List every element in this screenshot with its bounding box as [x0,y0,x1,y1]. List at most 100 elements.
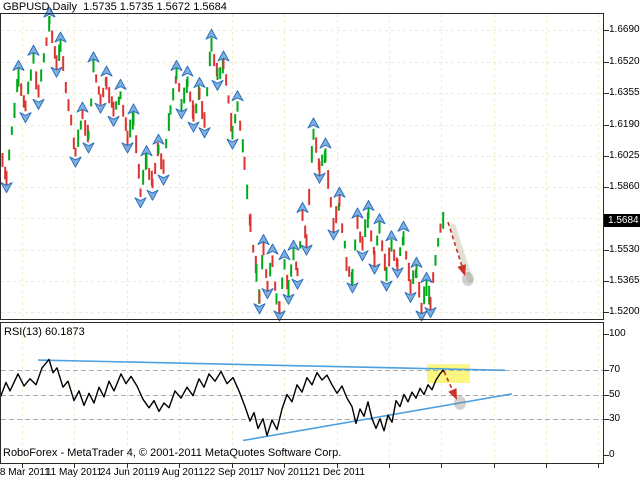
fractal-up-icon [278,249,291,261]
chart-title: GBPUSD,Daily 1.5735 1.5735 1.5672 1.5684 [3,1,227,13]
date-label[interactable]: 22 Sep 2011 [204,467,260,478]
ohlc-label: 1.5735 1.5735 1.5672 1.5684 [83,1,227,13]
fractal-down-icon [380,280,393,292]
rsi-axis-label: 0 [609,449,615,460]
fractal-down-icon [211,79,224,91]
fractal-up-icon [397,220,410,232]
fractal-up-icon [385,230,398,242]
fractal-up-icon [54,31,67,43]
price-axis-label: 1.6520 [609,56,640,67]
date-label[interactable]: 11 May 2011 [45,467,103,478]
rsi-indicator-label: RSI(13) 60.1873 [4,326,85,338]
fractal-up-icon [351,207,364,219]
price-axis-label: 1.6025 [609,150,640,161]
fractal-down-icon [291,278,304,290]
fractal-up-icon [152,133,165,145]
fractal-down-icon [282,293,295,305]
price-axis-label: 1.6355 [609,87,640,98]
rsi-value: 60.1873 [44,326,85,338]
fractal-up-icon [205,28,218,40]
forecast-dashed-line [443,371,454,391]
trendline[interactable] [37,359,506,372]
fractal-down-icon [157,174,170,186]
copyright-text: RoboForex - MetaTrader 4, © 2001-2011 Me… [3,447,342,459]
fractal-down-icon [356,250,369,262]
price-axis-label: 1.5530 [609,244,640,255]
price-axis-label: 1.5200 [609,306,640,317]
rsi-axis-label: 50 [609,389,621,400]
fractal-down-icon [94,102,107,114]
fractal-up-icon [420,271,433,283]
fractal-down-icon [424,307,437,319]
price-axis-label: 1.5860 [609,181,640,192]
fractal-up-icon [319,137,332,149]
price-axis-label: 1.6690 [609,24,640,35]
fractal-down-icon [0,182,13,194]
pane-borders-layer [0,13,609,468]
fractal-down-icon [32,98,45,110]
date-label[interactable]: 24 Jun 2011 [99,467,155,478]
fractal-up-icon [307,117,320,129]
analysis-annotations-layer [443,221,474,410]
fractal-up-icon [170,59,183,71]
price-axis-label: 1.5365 [609,275,640,286]
fractal-down-icon [146,189,159,201]
fractal-up-icon [217,50,230,62]
date-label[interactable]: 28 Mar 2011 [0,467,50,478]
fractal-up-icon [12,59,25,71]
fractal-down-icon [50,66,63,78]
date-label[interactable]: 9 Aug 2011 [154,467,204,478]
fractal-up-icon [231,90,244,102]
fractal-up-icon [296,201,309,213]
fractal-down-icon [134,197,147,209]
fractal-down-icon [19,112,32,124]
fractal-up-icon [362,199,375,211]
date-label[interactable]: 7 Nov 2011 [258,467,310,478]
fractal-down-icon [253,303,266,315]
fractal-down-icon [313,172,326,184]
fractal-down-icon [107,115,120,127]
fractal-up-icon [76,101,89,113]
fractal-up-icon [27,44,40,56]
forecast-dashed-line [447,221,463,266]
date-label[interactable]: 21 Dec 2011 [309,467,365,478]
fractal-up-icon [114,78,127,90]
forecast-arrowhead-icon [448,388,457,400]
fractal-up-icon [43,6,56,18]
fractal-up-icon [140,145,153,157]
fractal-up-icon [181,65,194,77]
fractal-down-icon [226,138,239,150]
symbol-period-label: GBPUSD,Daily [3,1,77,13]
fractal-up-icon [373,213,386,225]
price-axis-label: 1.6190 [609,119,640,130]
fractal-down-icon [404,291,417,303]
fractal-up-icon [127,103,140,115]
rsi-axis-label: 70 [609,364,621,375]
rsi-indicator-pane[interactable] [0,358,603,442]
main-chart-pane[interactable] [1,16,445,318]
fractal-down-icon [273,310,286,322]
fractal-down-icon [346,282,359,294]
fractal-down-icon [368,263,381,275]
fractal-up-icon [257,234,270,246]
fractal-down-icon [300,244,313,256]
current-price-tag: 1.5684 [604,214,640,227]
fractal-up-icon [287,239,300,251]
trendline[interactable] [242,393,513,442]
arrow-shadow [450,224,473,284]
fractal-up-icon [333,186,346,198]
fractal-up-icon [193,76,206,88]
fractal-down-icon [121,142,134,154]
fractal-down-icon [327,229,340,241]
fractal-down-icon [198,127,211,139]
fractal-down-icon [175,108,188,120]
fractal-up-icon [410,256,423,268]
fractal-down-icon [187,121,200,133]
forecast-arrowhead-icon [457,264,466,277]
arrow-shadow [454,395,466,410]
fractal-down-icon [82,142,95,154]
rsi-line [0,358,446,437]
rsi-axis-label: 30 [609,413,621,424]
